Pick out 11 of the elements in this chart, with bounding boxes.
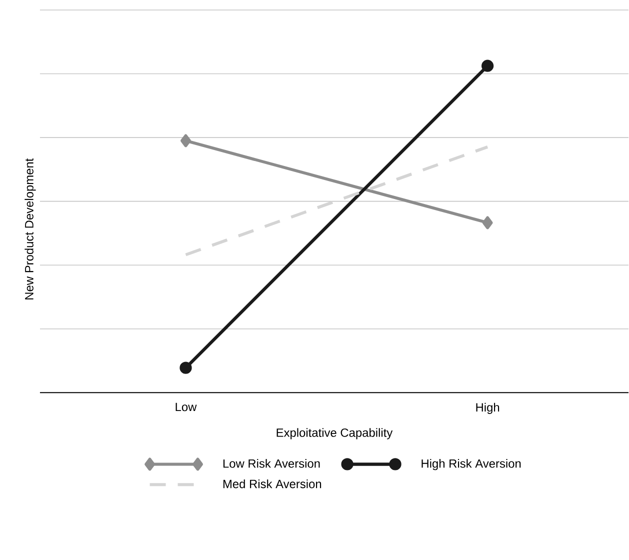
y-axis-title: New Product Development bbox=[24, 158, 36, 300]
legend-label: Med Risk Aversion bbox=[223, 480, 322, 488]
point bbox=[180, 362, 192, 374]
point bbox=[482, 216, 493, 230]
legend-label: Low Risk Aversion bbox=[223, 459, 320, 468]
legend-label: High Risk Aversion bbox=[422, 459, 521, 470]
point bbox=[481, 60, 494, 72]
x-tick-label: High bbox=[476, 403, 500, 414]
point bbox=[180, 134, 191, 148]
x-tick-label: Low bbox=[176, 403, 197, 412]
x-axis-title: Exploitative Capability bbox=[276, 428, 393, 440]
